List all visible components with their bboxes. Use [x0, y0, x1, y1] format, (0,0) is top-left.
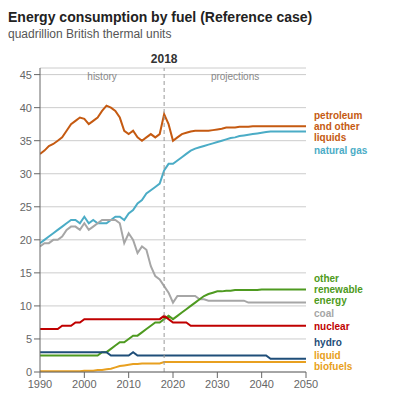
svg-text:coal: coal [314, 308, 334, 319]
svg-text:25: 25 [20, 201, 32, 213]
svg-text:40: 40 [20, 102, 32, 114]
svg-text:otherrenewableenergy: otherrenewableenergy [314, 273, 363, 306]
svg-text:5: 5 [26, 333, 32, 345]
svg-text:2040: 2040 [249, 378, 273, 390]
svg-text:natural gas: natural gas [314, 145, 368, 156]
svg-text:15: 15 [20, 267, 32, 279]
svg-text:35: 35 [20, 135, 32, 147]
svg-text:2050: 2050 [294, 378, 318, 390]
svg-text:2020: 2020 [161, 378, 185, 390]
svg-text:2018: 2018 [151, 52, 178, 66]
svg-text:2000: 2000 [72, 378, 96, 390]
svg-text:hydro: hydro [314, 337, 342, 348]
svg-text:history: history [87, 71, 116, 82]
svg-text:10: 10 [20, 300, 32, 312]
svg-text:1990: 1990 [28, 378, 52, 390]
svg-text:30: 30 [20, 168, 32, 180]
svg-text:projections: projections [211, 71, 259, 82]
svg-text:2030: 2030 [205, 378, 229, 390]
svg-text:nuclear: nuclear [314, 321, 350, 332]
html-text:Energy consumption by fuel (Re: Energy consumption by fuel (Reference ca… [8, 9, 313, 25]
svg-text:20: 20 [20, 234, 32, 246]
svg-text:0: 0 [26, 366, 32, 378]
svg-text:petroleumand otherliquids: petroleumand otherliquids [314, 110, 362, 143]
svg-text:liquidbiofuels: liquidbiofuels [314, 350, 353, 372]
svg-text:2010: 2010 [116, 378, 140, 390]
html-text:quadrillion British thermal un: quadrillion British thermal units [8, 27, 172, 41]
svg-text:45: 45 [20, 69, 32, 81]
